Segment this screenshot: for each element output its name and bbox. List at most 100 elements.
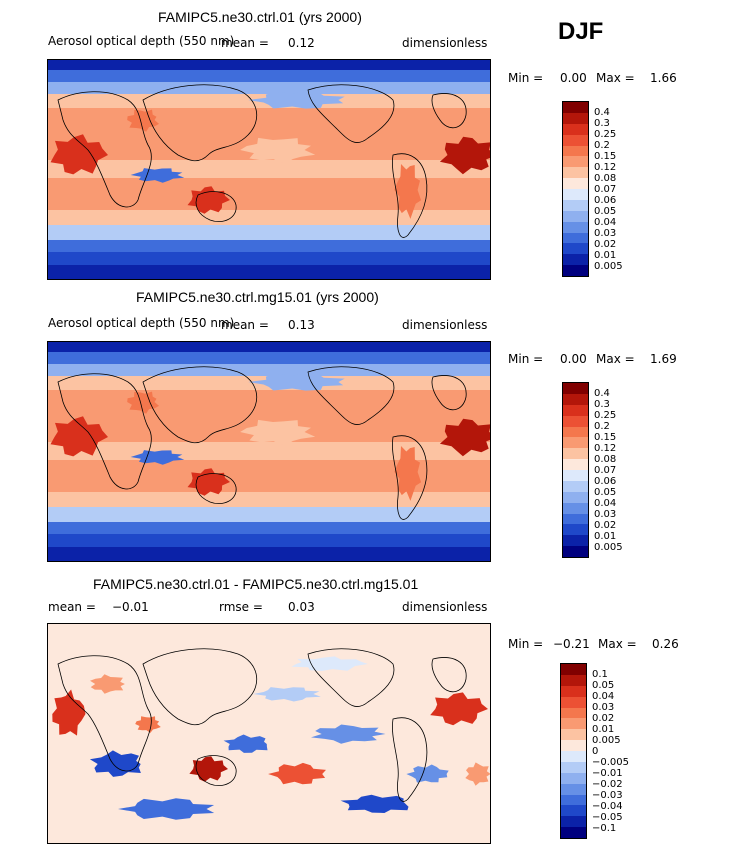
panel-1-aod-field <box>48 60 490 279</box>
anomaly-patch <box>223 734 268 753</box>
colorbar-tick-label: −0.03 <box>592 790 623 801</box>
colorbar-swatch <box>561 805 586 817</box>
colorbar-swatch <box>563 383 588 394</box>
panel-1-mean-value: 0.12 <box>288 36 315 50</box>
coastline <box>431 375 467 411</box>
panel-3-max-value: 0.26 <box>652 637 679 651</box>
colorbar-tick-label: 0.03 <box>592 702 615 713</box>
colorbar-swatch <box>563 459 588 470</box>
colorbar-tick-label: 0.25 <box>594 410 617 421</box>
colorbar-tick-label: 0.4 <box>594 107 610 118</box>
anomaly-patch <box>253 687 321 702</box>
colorbar-tick-label: 0.07 <box>594 465 617 476</box>
panel-1-colorbar-labels: 0.4 0.3 0.25 0.2 0.15 0.12 0.08 0.07 0.06 0.05 0.0… <box>594 107 623 272</box>
panel-1-min-value: 0.00 <box>560 71 587 85</box>
latitude-band <box>48 60 490 70</box>
colorbar-swatch <box>563 145 588 157</box>
panel-2-colorbar <box>562 382 589 558</box>
colorbar-swatch <box>561 740 586 751</box>
colorbar-swatch <box>563 491 588 503</box>
colorbar-tick-label: −0.04 <box>592 801 623 812</box>
panel-2-map <box>47 341 491 562</box>
anomaly-patch <box>90 674 125 694</box>
colorbar-tick-label: 0.04 <box>594 498 617 509</box>
panel-3-map <box>47 623 491 844</box>
colorbar-swatch <box>563 156 588 168</box>
panel-3-rmse-value: 0.03 <box>288 600 315 614</box>
anomaly-patch <box>406 764 449 783</box>
colorbar-tick-label: 0 <box>592 746 599 757</box>
colorbar-tick-label: 0.03 <box>594 509 617 520</box>
colorbar-tick-label: −0.005 <box>592 757 630 768</box>
panel-2-aod-field <box>48 342 490 561</box>
colorbar-swatch <box>563 448 588 460</box>
colorbar-swatch <box>563 404 588 416</box>
colorbar-swatch <box>563 178 588 189</box>
panel-1-mean-label: mean = <box>221 36 269 50</box>
panel-3-units: dimensionless <box>402 600 488 614</box>
panel-1-max-label: Max = <box>596 71 635 85</box>
colorbar-tick-label: 0.02 <box>592 713 615 724</box>
anomaly-patch <box>311 724 386 744</box>
colorbar-swatch <box>563 393 588 405</box>
panel-2-max-label: Max = <box>596 352 635 366</box>
indian-ocean-low <box>130 450 185 465</box>
panel-2-mean-label: mean = <box>221 318 269 332</box>
panel-3-min-label: Min = <box>508 637 544 651</box>
colorbar-tick-label: −0.05 <box>592 812 623 823</box>
pacific-band <box>240 137 316 164</box>
colorbar-swatch <box>563 167 588 179</box>
indian-ocean-low <box>130 168 185 183</box>
australia-plume <box>187 186 230 214</box>
panel-3-min-value: −0.21 <box>553 637 590 651</box>
latitude-band <box>48 178 490 210</box>
colorbar-tick-label: 0.2 <box>594 140 610 151</box>
colorbar-tick-label: 0.1 <box>592 669 608 680</box>
colorbar-swatch <box>563 221 588 233</box>
pacific-band <box>240 419 316 446</box>
coastline <box>57 373 152 490</box>
panel-1-map <box>47 59 491 280</box>
latitude-band <box>48 364 490 376</box>
colorbar-swatch <box>561 772 586 784</box>
colorbar-swatch <box>563 112 588 124</box>
colorbar-tick-label: 0.005 <box>594 542 623 553</box>
coastline <box>307 366 395 425</box>
panel-3-mean-label: mean = <box>48 600 96 614</box>
south-america-plume <box>394 164 422 219</box>
colorbar-swatch <box>561 664 586 675</box>
colorbar-tick-label: 0.01 <box>592 724 615 735</box>
north-pacific-low <box>248 90 345 109</box>
panel-2-min-label: Min = <box>508 352 544 366</box>
latitude-band <box>48 70 490 82</box>
coastline <box>307 84 395 143</box>
colorbar-swatch <box>563 480 588 492</box>
atlantic-plume <box>439 418 490 457</box>
colorbar-tick-label: 0.05 <box>594 487 617 498</box>
anomaly-patch <box>430 692 488 726</box>
coastline <box>307 648 395 707</box>
colorbar-swatch <box>563 232 588 244</box>
colorbar-tick-label: 0.4 <box>594 388 610 399</box>
coastline <box>392 435 428 520</box>
colorbar-swatch <box>563 546 588 557</box>
anomaly-patch <box>135 716 161 733</box>
latitude-band <box>48 240 490 252</box>
colorbar-swatch <box>563 254 588 266</box>
latitude-band <box>48 547 490 561</box>
colorbar-tick-label: 0.06 <box>594 195 617 206</box>
colorbar-tick-label: 0.05 <box>592 680 615 691</box>
anomaly-patch <box>268 762 326 785</box>
colorbar-swatch <box>561 729 586 741</box>
coastline <box>195 473 237 504</box>
coastline <box>142 648 257 726</box>
latitude-band <box>48 352 490 364</box>
coastline <box>57 655 152 772</box>
colorbar-swatch <box>563 502 588 514</box>
colorbar-swatch <box>561 718 586 730</box>
colorbar-swatch <box>563 426 588 438</box>
anomaly-patch <box>465 762 490 786</box>
anomaly-patch <box>291 656 368 671</box>
colorbar-tick-label: 0.08 <box>594 454 617 465</box>
colorbar-tick-label: 0.25 <box>594 129 617 140</box>
